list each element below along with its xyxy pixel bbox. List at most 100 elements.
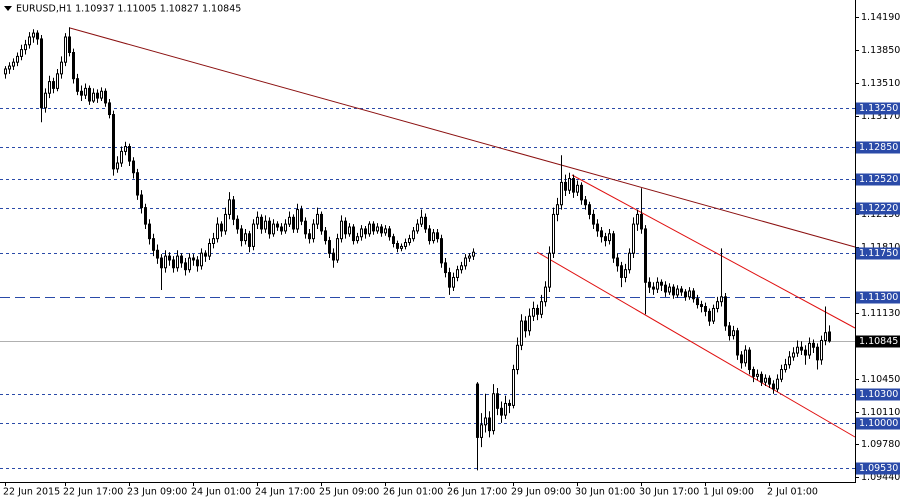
candle-body	[548, 252, 551, 288]
candle-body	[828, 331, 831, 342]
candle-body	[144, 207, 147, 225]
y-tick-label: 1.09780	[861, 439, 900, 450]
candle-body	[436, 232, 439, 240]
candle-body	[288, 216, 291, 225]
candle-body	[172, 259, 175, 269]
candle-body	[348, 226, 351, 235]
candle-body	[472, 251, 475, 257]
candle-body	[260, 216, 263, 230]
candle-body	[280, 226, 283, 232]
candle-body	[584, 199, 587, 206]
y-tick-label: 1.13510	[861, 78, 900, 89]
candle-body	[132, 160, 135, 174]
candle-body	[632, 223, 635, 254]
candle-body	[628, 252, 631, 271]
candle-body	[560, 181, 563, 206]
price-level-tag	[856, 462, 900, 475]
candle-body	[60, 61, 63, 75]
y-tick-label: 1.10110	[861, 407, 900, 418]
candle-body	[724, 296, 727, 327]
x-tick-label: 26 Jun 01:00	[383, 487, 443, 498]
candle-body	[332, 252, 335, 261]
menu-icon[interactable]	[4, 6, 12, 11]
candle-body	[412, 230, 415, 240]
candle-body	[528, 315, 531, 332]
candle-body	[668, 286, 671, 293]
candle-body	[104, 90, 107, 104]
candle-body	[600, 230, 603, 238]
candle-body	[460, 265, 463, 271]
candle-body	[232, 199, 235, 220]
candle-body	[52, 81, 55, 89]
candle-body	[268, 220, 271, 235]
candle-body	[284, 223, 287, 232]
candle-body	[344, 220, 347, 235]
candle-body	[692, 290, 695, 300]
candle-body	[572, 178, 575, 193]
chart-title: EURUSD,H1 1.10937 1.11005 1.10827 1.1084…	[16, 4, 241, 15]
candle-body	[468, 255, 471, 259]
candle-body	[292, 216, 295, 230]
candle-body	[664, 284, 667, 293]
candle-body	[780, 369, 783, 380]
candle-body	[388, 228, 391, 238]
candle-body	[532, 307, 535, 317]
current-price-label: 1.10845	[859, 336, 898, 347]
candle-body	[148, 223, 151, 240]
candle-body	[96, 92, 99, 99]
candle-body	[8, 65, 11, 70]
candle-body	[352, 226, 355, 242]
price-level-tag	[856, 202, 900, 215]
candle-body	[208, 243, 211, 257]
candle-body	[720, 296, 723, 303]
candle-body	[716, 301, 719, 309]
candle-body	[564, 181, 567, 191]
candle-body	[760, 373, 763, 383]
price-level-tag	[856, 247, 900, 260]
candle-body	[308, 233, 311, 240]
candle-body	[520, 320, 523, 346]
candle-body	[448, 272, 451, 288]
trend-line	[69, 27, 856, 248]
candle-body	[120, 150, 123, 164]
candle-body	[616, 257, 619, 267]
candle-body	[432, 232, 435, 242]
candle-body	[184, 262, 187, 271]
candle-body	[612, 233, 615, 259]
candle-body	[124, 146, 127, 152]
candle-body	[264, 220, 267, 230]
candle-body	[200, 252, 203, 267]
y-tick-label: 1.13170	[861, 111, 900, 122]
candle-body	[456, 269, 459, 278]
candle-body	[180, 255, 183, 264]
candle-body	[272, 223, 275, 235]
candle-body	[80, 90, 83, 96]
candle-body	[28, 36, 31, 46]
price-level-tag	[856, 173, 900, 186]
candle-body	[100, 90, 103, 99]
candle-body	[32, 32, 35, 38]
price-level-label: 1.09530	[859, 463, 898, 474]
candle-body	[176, 255, 179, 269]
candle-body	[4, 68, 7, 75]
candle-body	[516, 344, 519, 371]
y-tick-label: 1.14190	[861, 12, 900, 23]
candle-body	[640, 213, 643, 230]
candle-body	[788, 356, 791, 366]
candle-body	[620, 265, 623, 278]
candle-body	[356, 236, 359, 242]
candle-body	[392, 236, 395, 244]
candle-body	[580, 184, 583, 201]
candle-body	[588, 204, 591, 215]
candle-body	[464, 257, 467, 267]
candle-body	[164, 255, 167, 269]
candle-body	[680, 288, 683, 293]
candle-body	[168, 255, 171, 261]
price-level-label: 1.12850	[859, 142, 898, 153]
candle-body	[740, 354, 743, 364]
candle-body	[128, 146, 131, 162]
candle-body	[792, 352, 795, 358]
candle-body	[116, 162, 119, 170]
candle-body	[576, 184, 579, 193]
candle-body	[400, 245, 403, 249]
